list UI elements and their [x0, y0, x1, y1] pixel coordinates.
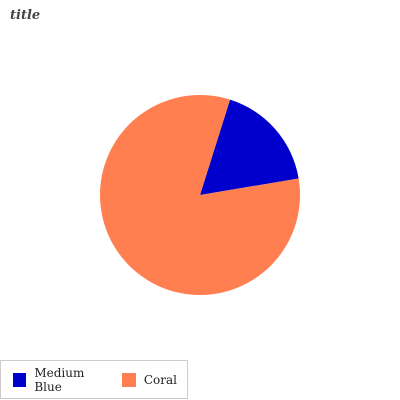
pie-slice-medium-blue — [200, 99, 299, 195]
legend-item-coral: Coral — [121, 372, 177, 387]
chart-title: title — [10, 8, 41, 23]
legend-swatch-medium-blue — [13, 372, 27, 387]
legend-swatch-coral — [121, 372, 136, 387]
chart-legend: Medium Blue Coral — [0, 360, 188, 399]
legend-label-coral: Coral — [143, 372, 177, 387]
legend-item-medium-blue: Medium Blue — [13, 366, 112, 394]
legend-label-medium-blue: Medium Blue — [34, 365, 85, 394]
pie-slice-coral — [99, 94, 300, 296]
